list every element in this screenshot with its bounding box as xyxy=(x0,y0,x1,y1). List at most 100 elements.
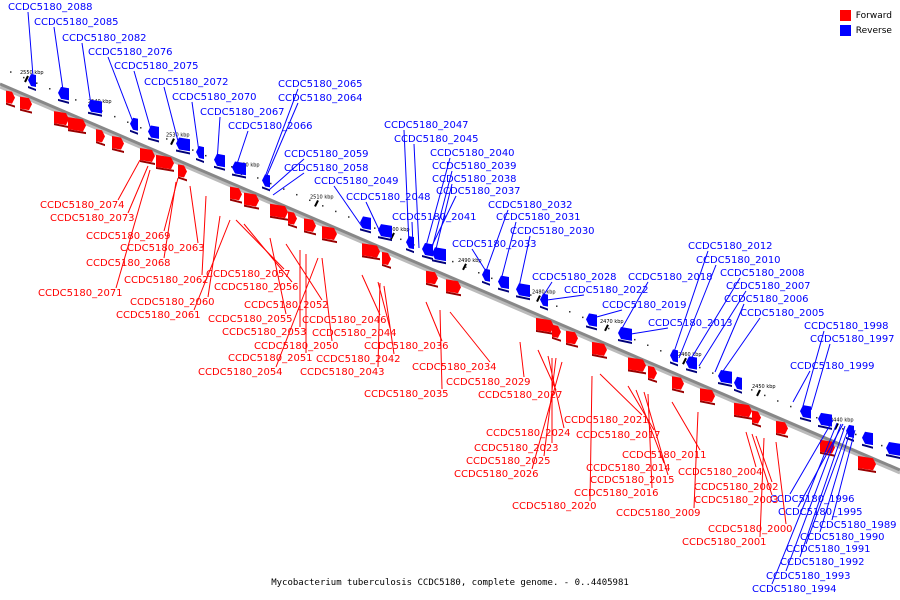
forward-gene-label: CCDC5180_2054 xyxy=(198,367,283,378)
reverse-gene-label: CCDC5180_2064 xyxy=(278,93,363,104)
forward-leader-line xyxy=(275,257,319,368)
reverse-gene-label: CCDC5180_2019 xyxy=(602,300,687,311)
forward-gene xyxy=(566,330,578,345)
minor-tick xyxy=(491,277,493,280)
forward-leader-line xyxy=(201,195,207,276)
forward-gene-label: CCDC5180_2035 xyxy=(364,389,449,400)
forward-gene-shadow xyxy=(592,353,607,359)
forward-gene-shadow xyxy=(536,329,554,335)
forward-leader-line xyxy=(269,237,287,315)
reverse-leader-line xyxy=(430,170,453,253)
reverse-gene-label: CCDC5180_1995 xyxy=(778,507,863,518)
reverse-gene-label: CCDC5180_2018 xyxy=(628,272,713,283)
reverse-gene xyxy=(88,99,102,114)
reverse-leader-line xyxy=(27,11,34,77)
reverse-gene xyxy=(378,224,392,238)
reverse-leader-line xyxy=(268,158,305,191)
forward-gene xyxy=(426,270,438,285)
reverse-gene-shadow xyxy=(148,137,159,143)
forward-leader-line xyxy=(671,401,701,451)
forward-leader-line xyxy=(547,355,565,429)
minor-tick xyxy=(465,266,467,268)
reverse-gene-label: CCDC5180_2008 xyxy=(720,268,805,279)
reverse-leader-line xyxy=(542,281,553,297)
minor-tick xyxy=(374,227,376,229)
reverse-leader-line xyxy=(831,429,856,521)
reverse-gene xyxy=(176,137,190,152)
reverse-gene xyxy=(618,327,632,341)
forward-gene-shadow xyxy=(244,204,259,210)
reverse-leader-line xyxy=(107,56,134,123)
forward-gene-label: CCDC5180_2061 xyxy=(116,310,201,321)
forward-gene-shadow xyxy=(672,388,684,394)
forward-leader-line xyxy=(519,341,525,378)
forward-gene-label: CCDC5180_2003 xyxy=(694,495,779,506)
forward-gene-shadow xyxy=(230,198,242,204)
reverse-gene xyxy=(718,369,732,384)
reverse-gene-label: CCDC5180_2085 xyxy=(34,17,119,28)
reverse-leader-line xyxy=(403,129,410,245)
axis-tick-label: 2440 kbp xyxy=(830,417,854,423)
genome-caption: Mycobacterium tuberculosis CCDC5180, com… xyxy=(271,578,629,588)
legend-forward: Forward xyxy=(839,8,892,23)
forward-leader-line xyxy=(425,301,443,342)
forward-gene-label: CCDC5180_2016 xyxy=(574,488,659,499)
reverse-leader-line xyxy=(471,248,490,277)
minor-tick xyxy=(10,71,12,73)
forward-gene-label: CCDC5180_2002 xyxy=(694,482,779,493)
forward-gene-label: CCDC5180_2057 xyxy=(206,269,291,280)
forward-gene-label: CCDC5180_2017 xyxy=(576,430,661,441)
reverse-gene-label: CCDC5180_2010 xyxy=(696,255,781,266)
reverse-gene-label: CCDC5180_2005 xyxy=(740,308,825,319)
reverse-leader-line xyxy=(789,419,834,495)
reverse-gene-label: CCDC5180_2070 xyxy=(172,92,257,103)
reverse-leader-line xyxy=(428,195,457,253)
forward-gene-shadow xyxy=(382,263,391,269)
forward-gene xyxy=(672,376,684,390)
forward-gene xyxy=(244,192,259,207)
reverse-gene-shadow xyxy=(586,325,597,331)
forward-gene-label: CCDC5180_2069 xyxy=(86,231,171,242)
forward-gene-shadow xyxy=(178,176,187,182)
forward-gene-label: CCDC5180_2000 xyxy=(708,524,793,535)
reverse-gene-label: CCDC5180_2082 xyxy=(62,33,147,44)
axis-tick-mark xyxy=(682,357,687,365)
forward-gene-label: CCDC5180_2036 xyxy=(364,341,449,352)
reverse-gene-label: CCDC5180_1999 xyxy=(790,361,875,372)
forward-gene-shadow xyxy=(20,108,32,114)
forward-gene xyxy=(592,341,607,356)
reverse-gene-shadow xyxy=(214,165,225,171)
reverse-gene-label: CCDC5180_1994 xyxy=(752,584,837,595)
forward-gene xyxy=(140,148,155,162)
minor-tick xyxy=(114,115,116,118)
forward-gene xyxy=(112,136,124,150)
reverse-gene-label: CCDC5180_2041 xyxy=(392,212,477,223)
reverse-leader-line xyxy=(272,172,305,196)
reverse-gene-shadow xyxy=(686,368,697,374)
forward-gene-shadow xyxy=(112,148,124,154)
forward-leader-line xyxy=(751,433,773,496)
minor-tick xyxy=(634,338,636,341)
forward-leader-line xyxy=(383,285,395,355)
reverse-leader-line xyxy=(216,116,221,163)
reverse-gene xyxy=(422,242,433,257)
reverse-gene-label: CCDC5180_2059 xyxy=(284,149,369,160)
forward-leader-line xyxy=(449,311,491,363)
reverse-gene xyxy=(232,161,246,176)
forward-gene xyxy=(20,96,32,111)
reverse-leader-line xyxy=(720,317,761,375)
forward-gene-shadow xyxy=(288,223,297,229)
forward-gene-shadow xyxy=(446,291,461,297)
forward-gene xyxy=(288,211,297,225)
reverse-gene-label: CCDC5180_2022 xyxy=(564,285,649,296)
forward-gene xyxy=(156,154,174,170)
forward-leader-line xyxy=(599,373,643,416)
reverse-gene-label: CCDC5180_2065 xyxy=(278,79,363,90)
forward-gene-shadow xyxy=(700,400,715,406)
reverse-leader-line xyxy=(672,250,709,356)
axis-tick-mark xyxy=(24,75,29,83)
forward-gene-label: CCDC5180_2015 xyxy=(590,475,675,486)
reverse-gene xyxy=(196,146,204,160)
reverse-gene-label: CCDC5180_1997 xyxy=(810,334,895,345)
reverse-leader-line xyxy=(688,277,741,363)
